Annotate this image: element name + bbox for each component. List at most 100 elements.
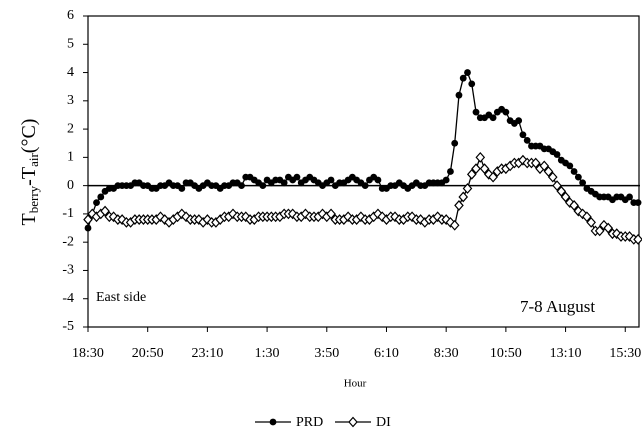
y-axis-label: Tberry-Tair(°C) xyxy=(18,119,41,226)
y-tick-label: 6 xyxy=(67,8,74,23)
legend-label: DI xyxy=(376,415,391,430)
x-tick-label: 20:50 xyxy=(132,346,164,361)
data-point xyxy=(93,199,100,207)
data-point xyxy=(547,171,558,183)
data-point xyxy=(464,69,471,76)
data-point xyxy=(475,151,486,163)
data-point xyxy=(582,211,592,223)
y-tick-label: 3 xyxy=(67,93,74,108)
data-point xyxy=(586,216,596,228)
data-point xyxy=(459,74,467,82)
data-point xyxy=(519,131,527,139)
data-point xyxy=(238,182,245,190)
data-point xyxy=(361,182,369,190)
data-point xyxy=(472,108,480,116)
legend-marker xyxy=(348,416,358,428)
y-tick-label: -2 xyxy=(62,234,74,249)
data-point xyxy=(468,80,476,88)
y-tick-label: 1 xyxy=(67,150,74,165)
x-tick-label: 18:30 xyxy=(72,346,104,361)
data-point xyxy=(530,157,541,169)
y-label-part: air xyxy=(26,153,41,167)
y-tick-label: -5 xyxy=(62,319,74,334)
data-point xyxy=(634,199,642,207)
data-point xyxy=(626,193,633,201)
x-axis-label: Hour xyxy=(344,378,367,390)
data-point xyxy=(556,185,567,197)
data-point xyxy=(603,222,614,234)
data-point xyxy=(455,91,463,99)
data-point xyxy=(447,168,454,175)
data-point xyxy=(594,225,605,237)
y-label-part: T xyxy=(18,213,40,225)
data-point xyxy=(539,160,550,172)
data-point xyxy=(159,214,170,225)
data-point xyxy=(326,208,336,220)
data-point xyxy=(374,176,382,184)
data-point xyxy=(471,163,481,175)
data-point xyxy=(488,171,498,183)
data-point xyxy=(489,114,497,122)
data-point xyxy=(479,163,490,175)
data-point xyxy=(441,214,451,225)
data-point xyxy=(449,219,460,231)
annotation: East side xyxy=(96,290,146,305)
data-point xyxy=(445,216,456,228)
x-tick-label: 13:10 xyxy=(550,346,582,361)
y-tick-label: 2 xyxy=(67,121,74,136)
data-point xyxy=(543,166,554,177)
data-point xyxy=(259,182,267,190)
data-point xyxy=(560,191,571,203)
data-point xyxy=(202,214,213,225)
y-tick-label: -1 xyxy=(62,206,74,221)
data-point xyxy=(84,224,92,232)
y-tick-label: -4 xyxy=(62,291,74,306)
data-point xyxy=(462,183,473,194)
data-point xyxy=(523,137,531,144)
x-tick-label: 8:30 xyxy=(434,346,459,361)
data-point xyxy=(415,214,426,225)
data-point xyxy=(518,154,528,166)
data-point xyxy=(466,168,477,180)
data-point xyxy=(442,176,450,184)
data-point xyxy=(566,162,574,170)
data-point xyxy=(458,191,469,203)
data-point xyxy=(117,214,127,225)
plot-frame xyxy=(87,15,640,328)
x-tick-label: 23:10 xyxy=(191,346,223,361)
data-point xyxy=(327,176,335,184)
x-tick-label: 1:30 xyxy=(255,346,280,361)
data-point xyxy=(451,139,459,147)
data-point xyxy=(97,193,105,201)
data-point xyxy=(574,173,582,181)
x-tick-label: 10:50 xyxy=(490,346,522,361)
y-tick-label: 5 xyxy=(67,36,74,51)
data-point xyxy=(194,214,204,225)
y-label-part: berry xyxy=(26,185,41,213)
y-label-part: (°C) xyxy=(18,119,40,154)
data-point xyxy=(83,214,93,225)
data-point xyxy=(502,108,510,116)
x-tick-label: 15:30 xyxy=(609,346,641,361)
y-tick-label: 0 xyxy=(67,178,74,193)
x-tick-label: 6:10 xyxy=(374,346,399,361)
data-point xyxy=(553,151,561,158)
series-line xyxy=(87,155,639,241)
data-point xyxy=(454,200,464,211)
data-point xyxy=(515,117,523,125)
x-tick-label: 3:50 xyxy=(314,346,339,361)
legend-marker xyxy=(269,418,277,426)
data-point xyxy=(100,205,110,217)
y-label-part: -T xyxy=(18,167,40,186)
y-tick-label: -3 xyxy=(62,263,74,278)
data-point xyxy=(633,233,642,245)
data-point xyxy=(570,168,578,175)
data-point xyxy=(280,179,288,187)
data-point xyxy=(293,173,301,181)
data-point xyxy=(552,180,562,192)
data-point xyxy=(573,205,584,217)
legend-label: PRD xyxy=(296,415,323,430)
y-tick-label: 4 xyxy=(67,65,74,80)
data-point xyxy=(178,185,186,192)
